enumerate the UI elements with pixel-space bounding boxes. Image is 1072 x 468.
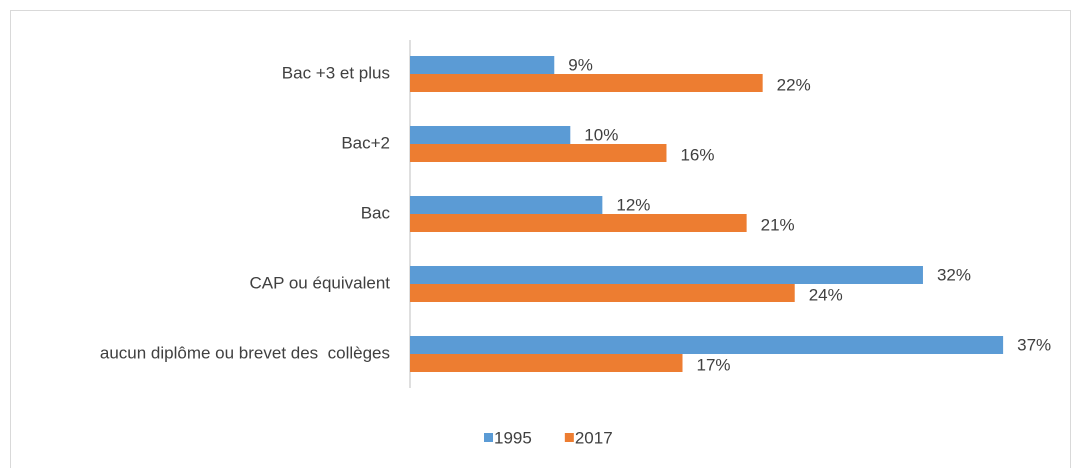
category-label: Bac +3 et plus [282, 63, 390, 82]
value-label: 21% [761, 215, 795, 234]
bar [410, 144, 667, 162]
bar [410, 354, 683, 372]
legend-label: 2017 [575, 428, 613, 447]
legend-swatch [484, 433, 493, 442]
value-label: 16% [680, 145, 714, 164]
legend-swatch [564, 433, 574, 442]
bar [410, 336, 1004, 354]
value-label: 37% [1017, 335, 1051, 354]
value-label: 9% [568, 55, 593, 74]
bar [410, 74, 763, 92]
chart-frame [10, 10, 1071, 468]
category-label: CAP ou équivalent [249, 273, 390, 292]
bar [410, 56, 555, 74]
bar [410, 284, 795, 302]
bar [410, 126, 571, 144]
value-label: 17% [697, 355, 731, 374]
bar [410, 214, 747, 232]
value-label: 24% [809, 285, 843, 304]
value-label: 10% [584, 125, 618, 144]
category-label: Bac [361, 203, 391, 222]
bar [410, 266, 923, 284]
legend-label: 1995 [494, 428, 532, 447]
category-label: aucun diplôme ou brevet des collèges [100, 343, 390, 362]
bar [410, 196, 603, 214]
value-label: 32% [937, 265, 971, 284]
value-label: 22% [777, 75, 811, 94]
category-label: Bac+2 [341, 133, 390, 152]
value-label: 12% [616, 195, 650, 214]
